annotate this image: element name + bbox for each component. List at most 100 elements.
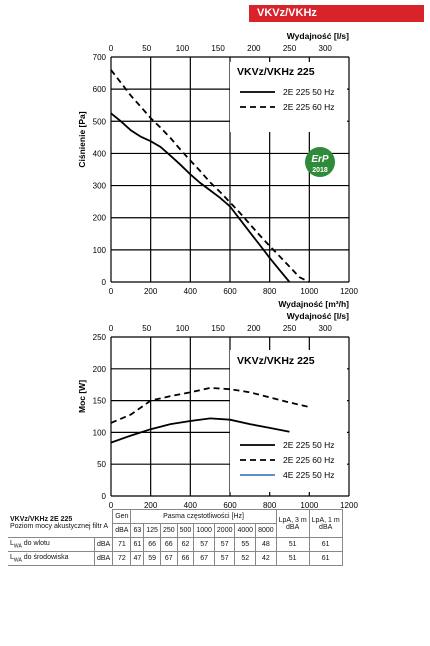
cell-value: 61 bbox=[130, 537, 145, 552]
x2-tick-label: 150 bbox=[211, 324, 225, 333]
lpa1-header: LpA, 1 m dBA bbox=[308, 509, 343, 538]
cell-value: 57 bbox=[193, 537, 215, 552]
cell-value: 67 bbox=[193, 551, 215, 566]
y-tick-label: 400 bbox=[93, 149, 107, 158]
cell-value: 67 bbox=[159, 551, 178, 566]
row-gen: 72 bbox=[112, 551, 132, 566]
x-tick-label: 800 bbox=[263, 287, 277, 296]
band-250: 250 bbox=[159, 523, 178, 538]
band-1000: 1000 bbox=[193, 523, 215, 538]
x-tick-label: 0 bbox=[109, 501, 114, 510]
row-unit: dBA bbox=[93, 537, 114, 552]
y-tick-label: 250 bbox=[93, 333, 107, 342]
cell-value: 66 bbox=[159, 537, 178, 552]
cell-value: 57 bbox=[213, 551, 236, 566]
cell-value: 48 bbox=[255, 537, 277, 552]
x-tick-label: 200 bbox=[144, 501, 158, 510]
y-axis-label: Ciśnienie [Pa] bbox=[77, 111, 87, 167]
row-gen: 71 bbox=[112, 537, 132, 552]
product-badge: VKVz/VKHz bbox=[249, 5, 424, 22]
legend-label: 4E 225 50 Hz bbox=[283, 470, 335, 480]
y-axis-label: Moc [W] bbox=[77, 380, 87, 413]
x-axis-label: Wydajność [m³/h] bbox=[278, 299, 349, 309]
x2-tick-label: 250 bbox=[283, 44, 297, 53]
legend-label: 2E 225 60 Hz bbox=[283, 455, 335, 465]
legend-label: 2E 225 50 Hz bbox=[283, 440, 335, 450]
cell-value: 66 bbox=[143, 537, 161, 552]
table-row: LWA do wlotu dBA 71 61 66 66 62 57 57 55… bbox=[8, 537, 343, 552]
y-tick-label: 50 bbox=[97, 460, 106, 469]
table-title: VKVz/VKHz 2E 225 bbox=[10, 516, 73, 524]
band-4000: 4000 bbox=[234, 523, 257, 538]
y-tick-label: 100 bbox=[93, 246, 107, 255]
x2-tick-label: 0 bbox=[109, 324, 114, 333]
y-tick-label: 100 bbox=[93, 428, 107, 437]
y-tick-label: 600 bbox=[93, 85, 107, 94]
band-2000: 2000 bbox=[213, 523, 236, 538]
y-tick-label: 200 bbox=[93, 365, 107, 374]
y-tick-label: 500 bbox=[93, 117, 107, 126]
x2-tick-label: 100 bbox=[176, 44, 190, 53]
band-8000: 8000 bbox=[255, 523, 277, 538]
x-tick-label: 1000 bbox=[300, 501, 318, 510]
x-tick-label: 200 bbox=[144, 287, 158, 296]
erp-badge-circle bbox=[305, 147, 335, 177]
series-line bbox=[110, 386, 310, 424]
legend-label: 2E 225 60 Hz bbox=[283, 102, 335, 112]
power-chart: 0 200 400 600 800 1000 1200 0 50 100 150 200 250 300 0… bbox=[77, 311, 358, 510]
legend-label: 2E 225 50 Hz bbox=[283, 87, 335, 97]
band-125: 125 bbox=[143, 523, 161, 538]
legend-background bbox=[230, 62, 347, 132]
table-row: LWA do środowiska dBA 72 47 59 67 66 67 … bbox=[8, 551, 343, 566]
pressure-chart: 0 200 400 600 800 1000 1200 0 50 100 150 200 250 300 0… bbox=[77, 31, 358, 309]
x-tick-label: 1200 bbox=[340, 287, 358, 296]
chart-title: VKVz/VKHz 225 bbox=[237, 66, 315, 78]
y-tick-label: 0 bbox=[102, 492, 107, 501]
erp-badge-year: 2018 bbox=[312, 167, 328, 174]
row-lpa3: 51 bbox=[275, 551, 310, 566]
x2-tick-label: 300 bbox=[319, 324, 333, 333]
x-tick-label: 800 bbox=[263, 501, 277, 510]
x-tick-label: 600 bbox=[223, 501, 237, 510]
erp-2018-icon: ErP 2018 bbox=[305, 147, 335, 177]
row-lpa1: 61 bbox=[308, 551, 343, 566]
x2-tick-label: 200 bbox=[247, 324, 261, 333]
row-label: LWA do środowiska bbox=[8, 551, 95, 566]
x-tick-label: 1000 bbox=[300, 287, 318, 296]
row-lpa3: 51 bbox=[275, 537, 310, 552]
row-lpa1: 61 bbox=[308, 537, 343, 552]
x2-tick-label: 150 bbox=[211, 44, 225, 53]
x-tick-label: 0 bbox=[109, 287, 114, 296]
y-tick-label: 150 bbox=[93, 397, 107, 406]
band-500: 500 bbox=[176, 523, 195, 538]
cell-value: 62 bbox=[176, 537, 195, 552]
gen-unit: dBA bbox=[112, 523, 132, 538]
x2-tick-label: 300 bbox=[319, 44, 333, 53]
chart-title: VKVz/VKHz 225 bbox=[237, 355, 315, 367]
legend-background bbox=[230, 350, 347, 492]
row-unit: dBA bbox=[93, 551, 114, 566]
table-subtitle: Poziom mocy akustycznej filtr A bbox=[10, 523, 109, 531]
x2-axis-label: Wydajność [l/s] bbox=[287, 311, 349, 321]
lpa3-header: LpA, 3 m dBA bbox=[275, 509, 310, 538]
cell-value: 47 bbox=[130, 551, 145, 566]
cell-value: 59 bbox=[143, 551, 161, 566]
series-line bbox=[110, 417, 290, 444]
x-tick-label: 1200 bbox=[340, 501, 358, 510]
x2-tick-label: 250 bbox=[283, 324, 297, 333]
y-tick-label: 0 bbox=[102, 278, 107, 287]
y-tick-label: 700 bbox=[93, 53, 107, 62]
band-63: 63 bbox=[130, 523, 145, 538]
acoustic-table: VKVz/VKHz 2E 225 Poziom mocy akustycznej… bbox=[8, 509, 343, 566]
x-tick-label: 400 bbox=[184, 287, 198, 296]
cell-value: 42 bbox=[255, 551, 277, 566]
gen-header: Gen bbox=[112, 509, 132, 524]
x2-tick-label: 0 bbox=[109, 44, 114, 53]
x2-tick-label: 50 bbox=[142, 324, 151, 333]
erp-badge-text: ErP bbox=[311, 154, 329, 165]
y-tick-label: 300 bbox=[93, 182, 107, 191]
cell-value: 66 bbox=[176, 551, 195, 566]
x-tick-label: 600 bbox=[223, 287, 237, 296]
x2-axis-label: Wydajność [l/s] bbox=[287, 31, 349, 41]
